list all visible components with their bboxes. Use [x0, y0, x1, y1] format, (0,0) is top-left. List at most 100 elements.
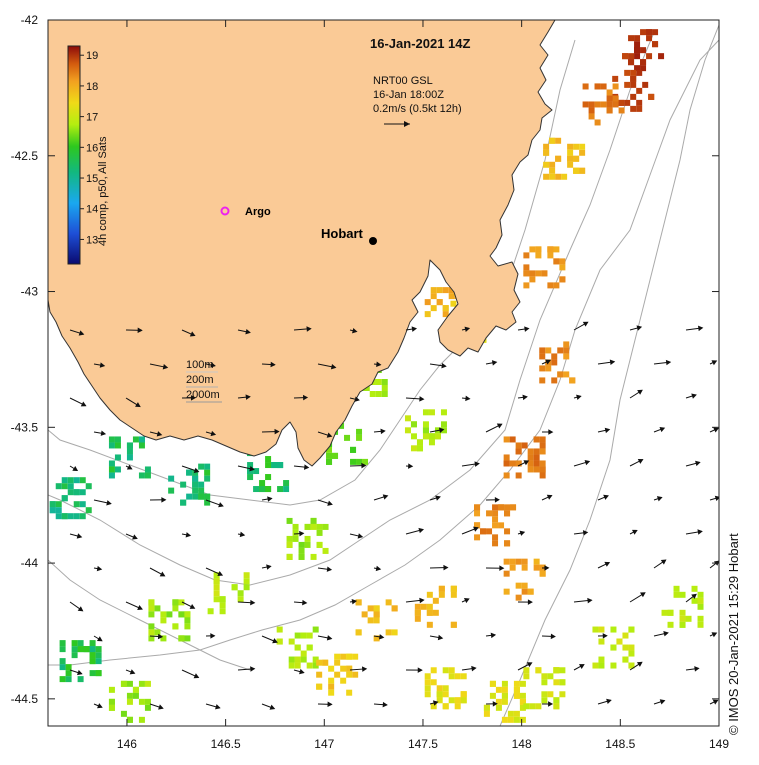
sst-cell — [431, 679, 437, 685]
sst-cell — [636, 106, 642, 112]
sst-cell — [301, 633, 307, 639]
sst-cell — [504, 454, 510, 460]
sst-cell — [326, 459, 332, 465]
sst-cell — [96, 670, 102, 676]
sst-cell — [549, 168, 555, 174]
sst-cell — [220, 608, 226, 614]
sst-cell — [277, 486, 283, 492]
sst-cell — [534, 448, 540, 454]
sst-cell — [295, 645, 301, 651]
sst-cell — [563, 371, 569, 377]
sst-cell — [133, 687, 139, 693]
sst-cell — [80, 489, 86, 495]
sst-cell — [293, 530, 299, 536]
sst-cell — [305, 524, 311, 530]
sst-cell — [78, 676, 84, 682]
sst-cell — [630, 94, 636, 100]
sst-cell — [514, 687, 520, 693]
sst-cell — [636, 70, 642, 76]
sst-cell — [145, 466, 151, 472]
sst-cell — [541, 691, 547, 697]
sst-cell — [425, 691, 431, 697]
sst-cell — [148, 629, 154, 635]
sst-cell — [56, 513, 62, 519]
sst-cell — [50, 501, 56, 507]
sst-cell — [346, 672, 352, 678]
sst-cell — [658, 53, 664, 59]
sst-cell — [323, 548, 329, 554]
sst-cell — [56, 483, 62, 489]
sst-cell — [555, 138, 561, 144]
sst-cell — [474, 504, 480, 510]
sst-cell — [415, 616, 421, 622]
sst-cell — [567, 156, 573, 162]
sst-cell — [601, 101, 607, 107]
sst-cell — [652, 41, 658, 47]
sst-cell — [115, 466, 121, 472]
sst-cell — [133, 693, 139, 699]
sst-cell — [72, 640, 78, 646]
sst-cell — [502, 699, 508, 705]
sst-cell — [178, 611, 184, 617]
sst-cell — [74, 501, 80, 507]
sst-cell — [109, 699, 115, 705]
sst-cell — [646, 29, 652, 35]
sst-cell — [305, 542, 311, 548]
sst-cell — [630, 106, 636, 112]
sst-cell — [486, 528, 492, 534]
sst-cell — [547, 246, 553, 252]
sst-cell — [148, 605, 154, 611]
sst-cell — [443, 685, 449, 691]
sst-cell — [121, 711, 127, 717]
sst-cell — [543, 150, 549, 156]
sst-cell — [352, 672, 358, 678]
depth-legend-200m: 200m — [186, 374, 214, 386]
sst-cell — [178, 635, 184, 641]
sst-cell — [204, 476, 210, 482]
sst-cell — [232, 584, 238, 590]
sst-cell — [283, 480, 289, 486]
x-tick-label: 147.5 — [408, 737, 438, 751]
sst-cell — [411, 445, 417, 451]
sst-cell — [127, 448, 133, 454]
sst-cell — [368, 617, 374, 623]
sst-cell — [311, 518, 317, 524]
sst-cell — [541, 679, 547, 685]
sst-cell — [139, 472, 145, 478]
sst-cell — [425, 673, 431, 679]
sst-cell — [624, 70, 630, 76]
sst-cell — [204, 494, 210, 500]
sst-cell — [504, 436, 510, 442]
sst-cell — [567, 144, 573, 150]
sst-cell — [573, 156, 579, 162]
sst-cell — [253, 486, 259, 492]
sst-cell — [168, 476, 174, 482]
sst-cell — [340, 678, 346, 684]
sst-cell — [427, 610, 433, 616]
sst-cell — [334, 660, 340, 666]
sst-cell — [214, 590, 220, 596]
sst-cell — [449, 673, 455, 679]
sst-cell — [595, 101, 601, 107]
sst-cell — [540, 448, 546, 454]
sst-cell — [573, 144, 579, 150]
map-title: 16-Jan-2021 14Z — [370, 36, 471, 51]
sst-cell — [634, 47, 640, 53]
sst-cell — [334, 672, 340, 678]
sst-cell — [172, 599, 178, 605]
y-tick-label: -43.5 — [11, 420, 39, 434]
sst-cell — [561, 174, 567, 180]
sst-cell — [613, 95, 619, 101]
sst-cell — [474, 534, 480, 540]
sst-cell — [598, 657, 604, 663]
sst-cell — [504, 571, 510, 577]
x-tick-label: 146 — [117, 737, 137, 751]
sst-cell — [553, 697, 559, 703]
sst-cell — [127, 454, 133, 460]
sst-cell — [115, 442, 121, 448]
sst-cell — [90, 652, 96, 658]
sst-cell — [504, 540, 510, 546]
sst-cell — [220, 602, 226, 608]
sst-cell — [559, 264, 565, 270]
sst-cell — [607, 95, 613, 101]
